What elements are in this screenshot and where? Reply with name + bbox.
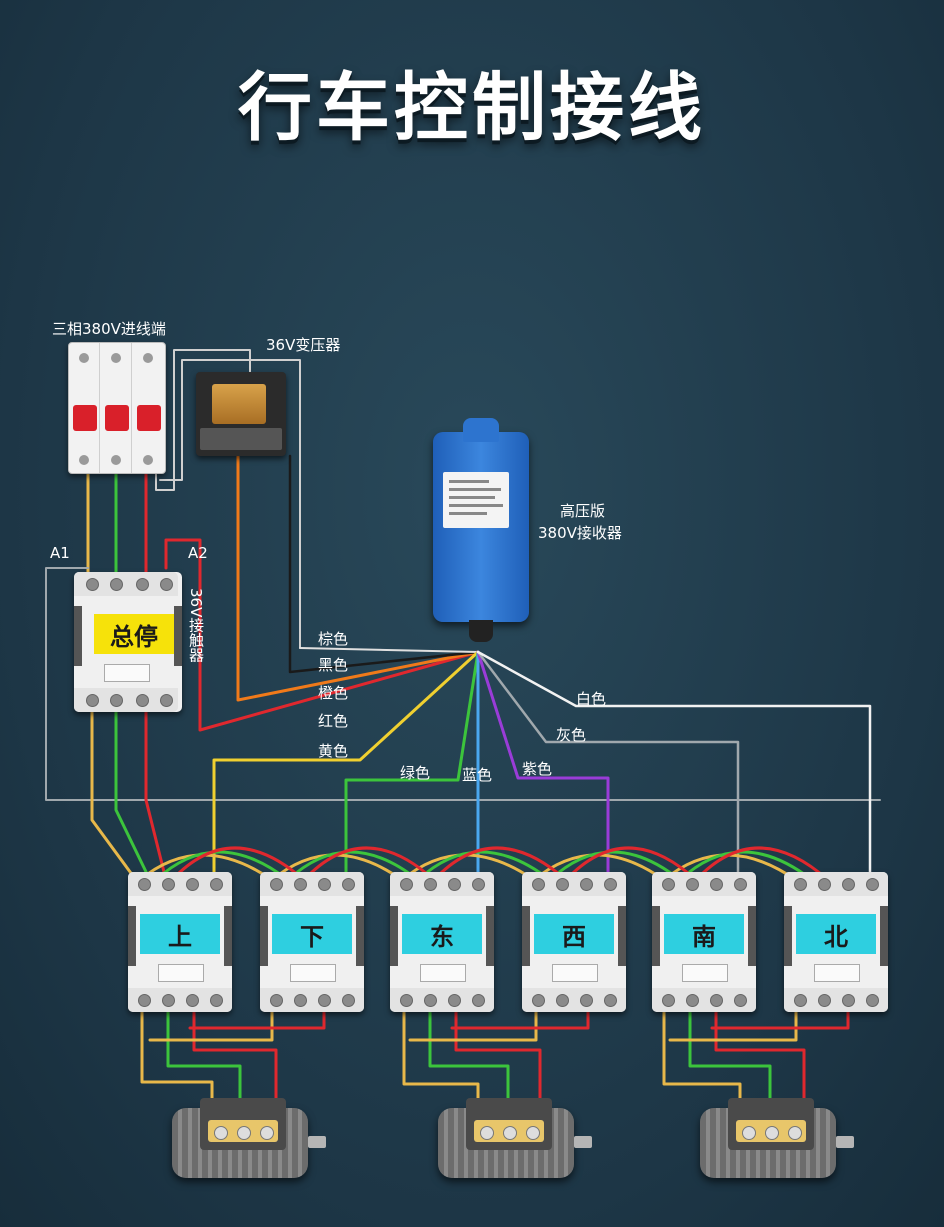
terminal-a2-label: A2 (188, 544, 208, 562)
m2-red (454, 998, 542, 1110)
contactor-label: 南 (664, 914, 744, 954)
wire-label-purple: 紫色 (522, 760, 553, 778)
contactor-north: 北 (784, 872, 888, 1012)
breaker-pole (101, 343, 132, 473)
page-title: 行车控制接线 (238, 65, 706, 151)
receiver-label-line1: 高压版 (560, 502, 606, 520)
contactor-up: 上 (128, 872, 232, 1012)
screw-icon (111, 455, 121, 465)
transformer-label: 36V变压器 (266, 336, 341, 354)
receiver-cable-gland (469, 620, 493, 642)
m1-green (166, 998, 242, 1110)
breaker-toggle (105, 405, 129, 431)
contactor-label: 上 (140, 914, 220, 954)
terminal-a1-label: A1 (50, 544, 70, 562)
motor-icon (700, 1098, 854, 1182)
m3-yellow (662, 998, 742, 1110)
wire-breaker-xfmr-2 (159, 359, 301, 649)
screw-icon (79, 455, 89, 465)
contactor-west: 西 (522, 872, 626, 1012)
breaker-pole (69, 343, 100, 473)
wire-label-gray: 灰色 (556, 726, 587, 744)
wire-green (344, 650, 480, 874)
transformer-coil (212, 384, 266, 424)
wire-label-yellow: 黄色 (318, 742, 349, 760)
wire-main-out-red (144, 708, 168, 882)
wire-label-brown: 棕色 (318, 630, 349, 648)
wire-label-orange: 橙色 (318, 684, 349, 702)
screw-icon (79, 353, 89, 363)
wire-label-blue: 蓝色 (462, 766, 493, 784)
breaker-toggle (73, 405, 97, 431)
wire-brown (299, 647, 479, 653)
wire-purple (476, 650, 610, 874)
circuit-breaker-icon (68, 342, 166, 474)
motor-icon (438, 1098, 592, 1182)
m3-yellow-b (668, 998, 798, 1042)
wire-label-red: 红色 (318, 712, 349, 730)
contactor-down: 下 (260, 872, 364, 1012)
wire-yellow (212, 650, 480, 874)
breaker-toggle (137, 405, 161, 431)
m1-red (192, 998, 278, 1110)
wire-a2 (164, 538, 480, 732)
wire-label-black: 黑色 (318, 656, 349, 674)
contactor-label: 西 (534, 914, 614, 954)
contactor-label: 下 (272, 914, 352, 954)
transformer-icon (196, 372, 286, 456)
transformer-base (200, 428, 282, 450)
contactor-label: 东 (402, 914, 482, 954)
m2-yellow-b (408, 998, 538, 1042)
wire-main-out-green (114, 708, 152, 882)
m1-yellow-b (148, 998, 274, 1042)
contactor-36v-label: 36V接触器 (187, 588, 205, 663)
contactor-label: 北 (796, 914, 876, 954)
contactor-east: 东 (390, 872, 494, 1012)
screw-icon (143, 455, 153, 465)
receiver-label-line2: 380V接收器 (538, 524, 622, 542)
wire-orange (236, 438, 480, 702)
wire-a1 (45, 567, 881, 801)
wire-label-white: 白色 (576, 690, 607, 708)
breaker-label: 三相380V进线端 (52, 320, 166, 338)
wire-breaker-xfmr-1 (155, 349, 251, 491)
receiver-icon (433, 418, 529, 642)
wire-label-green: 绿色 (400, 764, 431, 782)
contactor-south: 南 (652, 872, 756, 1012)
m3-red (714, 998, 806, 1110)
screw-icon (143, 353, 153, 363)
motor-icon (172, 1098, 326, 1182)
m3-green (688, 998, 772, 1110)
receiver-antenna (463, 418, 499, 442)
receiver-nameplate (443, 472, 509, 528)
main-stop-label: 总停 (94, 614, 174, 654)
screw-icon (111, 353, 121, 363)
contactor-main-stop: 总停 (74, 572, 182, 712)
m1-yellow (140, 998, 214, 1110)
bus-red (170, 846, 830, 882)
bus-green (154, 850, 814, 882)
wire-main-out-yellow (90, 708, 138, 882)
m2-green (428, 998, 510, 1110)
m2-yellow (402, 998, 480, 1110)
wire-white (476, 650, 872, 874)
wire-black (288, 454, 480, 674)
wire-gray (476, 650, 740, 874)
